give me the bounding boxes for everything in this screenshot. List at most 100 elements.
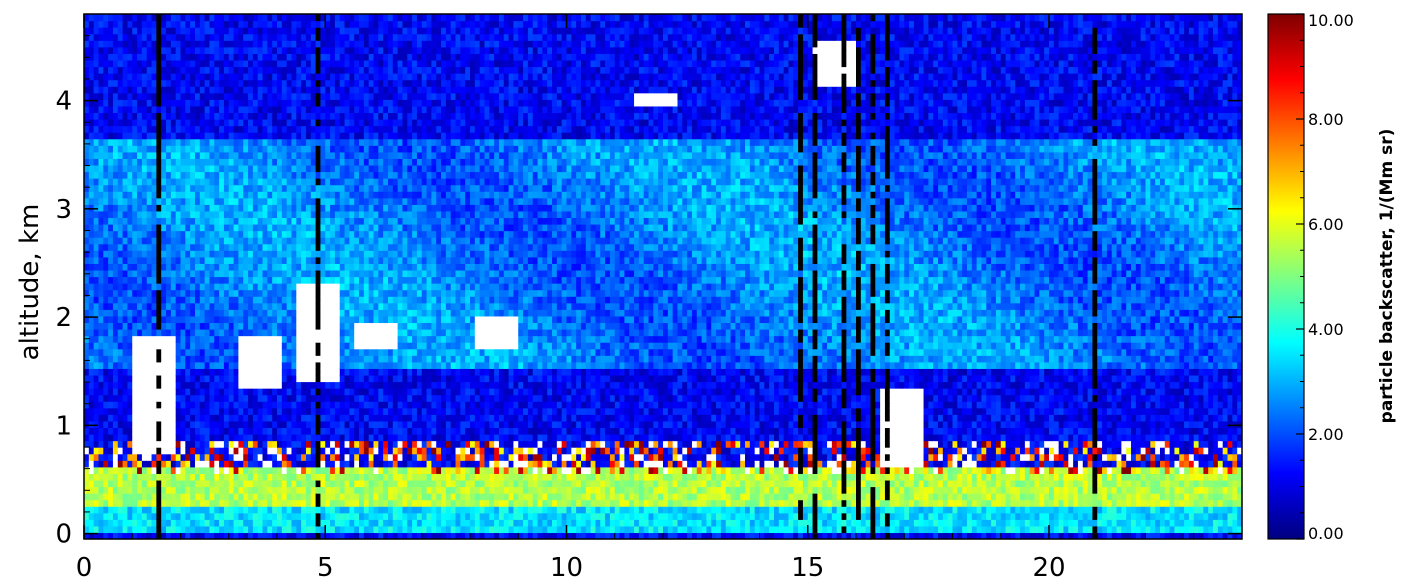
heatmap-cell xyxy=(180,112,186,120)
heatmap-cell xyxy=(363,46,370,54)
heatmap-cell xyxy=(141,178,148,186)
heatmap-cell xyxy=(146,191,153,199)
heatmap-cell xyxy=(344,315,350,324)
heatmap-cell xyxy=(272,276,278,284)
heatmap-cell xyxy=(272,309,278,317)
heatmap-cell xyxy=(378,427,384,435)
heatmap-cell xyxy=(325,263,331,271)
heatmap-cell xyxy=(137,119,143,127)
heatmap-cell xyxy=(98,59,104,68)
heatmap-cell xyxy=(325,184,331,192)
heatmap-cell xyxy=(88,20,95,28)
heatmap-cell xyxy=(185,368,191,376)
heatmap-cell xyxy=(108,66,114,74)
heatmap-cell xyxy=(93,493,100,501)
heatmap-cell xyxy=(84,210,90,219)
heatmap-cell xyxy=(334,289,341,297)
heatmap-cell xyxy=(373,342,379,350)
heatmap-cell xyxy=(127,27,133,35)
heatmap-cell xyxy=(199,486,206,494)
heatmap-cell xyxy=(267,394,273,402)
heatmap-cell xyxy=(103,460,109,468)
heatmap-cell xyxy=(272,14,278,22)
heatmap-cell xyxy=(325,99,331,107)
heatmap-cell xyxy=(122,79,129,87)
heatmap-cell xyxy=(373,453,379,461)
heatmap-cell xyxy=(272,414,278,422)
heatmap-cell xyxy=(180,335,186,343)
heatmap-cell xyxy=(325,434,331,442)
heatmap-cell xyxy=(320,40,326,48)
heatmap-cell xyxy=(108,86,114,94)
heatmap-cell xyxy=(359,289,365,297)
heatmap-cell xyxy=(214,171,220,179)
heatmap-cell xyxy=(93,460,100,468)
heatmap-cell xyxy=(320,112,326,120)
heatmap-cell xyxy=(315,434,322,442)
heatmap-cell xyxy=(88,46,95,54)
heatmap-cell xyxy=(267,184,273,192)
heatmap-cell xyxy=(108,92,114,100)
heatmap-cell xyxy=(238,506,244,514)
heatmap-cell xyxy=(354,460,360,468)
heatmap-cell xyxy=(373,335,379,343)
heatmap-cell xyxy=(180,125,186,133)
heatmap-cell xyxy=(277,479,283,488)
heatmap-cell xyxy=(175,112,182,120)
heatmap-cell xyxy=(199,302,206,310)
heatmap-cell xyxy=(281,46,288,54)
heatmap-cell xyxy=(359,250,365,258)
heatmap-cell xyxy=(137,230,143,238)
heatmap-cell xyxy=(354,296,360,304)
heatmap-cell xyxy=(301,283,307,291)
heatmap-cell xyxy=(228,53,235,61)
heatmap-cell xyxy=(359,276,365,284)
heatmap-cell xyxy=(252,348,259,356)
heatmap-cell xyxy=(277,263,283,271)
heatmap-cell xyxy=(170,460,177,468)
heatmap-cell xyxy=(137,191,143,199)
heatmap-cell xyxy=(320,184,326,192)
heatmap-cell xyxy=(320,420,326,429)
heatmap-cell xyxy=(320,460,326,468)
heatmap-cell xyxy=(349,283,355,291)
heatmap-cell xyxy=(194,355,201,363)
heatmap-cell xyxy=(199,420,206,429)
heatmap-cell xyxy=(373,519,379,527)
heatmap-cell xyxy=(185,178,191,186)
heatmap-cell xyxy=(281,243,288,251)
heatmap-cell xyxy=(383,302,389,310)
heatmap-cell xyxy=(296,263,302,271)
heatmap-cell xyxy=(156,401,162,409)
heatmap-cell xyxy=(262,440,268,448)
heatmap-cell xyxy=(330,309,336,317)
heatmap-cell xyxy=(349,197,355,205)
heatmap-cell xyxy=(233,151,239,159)
heatmap-cell xyxy=(108,335,114,343)
heatmap-cell xyxy=(84,381,90,389)
heatmap-cell xyxy=(281,132,288,140)
heatmap-cell xyxy=(349,420,355,429)
heatmap-cell xyxy=(262,99,268,107)
heatmap-cell xyxy=(359,151,365,159)
heatmap-cell xyxy=(286,532,293,539)
heatmap-cell xyxy=(330,335,336,343)
heatmap-cell xyxy=(219,33,225,41)
heatmap-cell xyxy=(170,164,177,173)
heatmap-cell xyxy=(291,92,297,100)
heatmap-cell xyxy=(151,204,157,212)
heatmap-cell xyxy=(344,283,350,291)
heatmap-cell xyxy=(190,296,196,304)
heatmap-cell xyxy=(378,79,384,87)
heatmap-cell xyxy=(310,525,317,534)
heatmap-cell xyxy=(334,224,341,232)
heatmap-cell xyxy=(84,73,90,81)
heatmap-cell xyxy=(248,119,254,127)
heatmap-cell xyxy=(296,420,302,429)
heatmap-cell xyxy=(141,217,148,225)
heatmap-cell xyxy=(378,224,384,232)
heatmap-cell xyxy=(132,59,138,68)
heatmap-cell xyxy=(344,479,350,488)
heatmap-cell xyxy=(243,355,249,363)
heatmap-cell xyxy=(281,197,288,205)
